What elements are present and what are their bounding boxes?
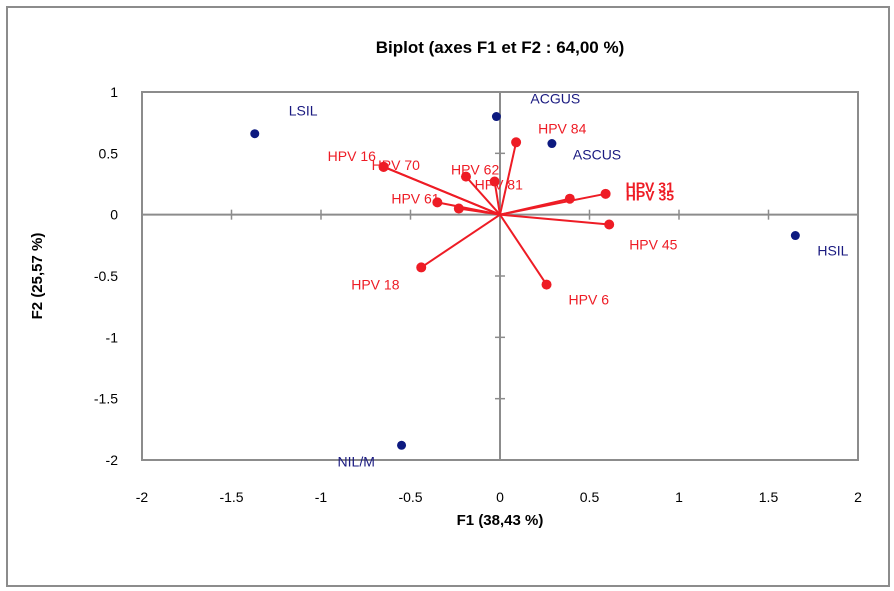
observation-label: LSIL [289, 103, 318, 119]
vector-line [420, 213, 501, 269]
variable-vector: HPV 16 [328, 148, 501, 216]
x-tick-labels: -2 -1.5 -1 -0.5 0 0.5 1 1.5 2 [136, 489, 862, 505]
vector-line [499, 142, 518, 215]
variable-label: HPV 45 [629, 236, 677, 252]
vector-line [458, 207, 501, 216]
variable-label: HPV 84 [538, 120, 586, 136]
vector-endpoint [416, 262, 427, 273]
y-tick-label: 0.5 [99, 145, 119, 161]
vector-line [383, 165, 501, 216]
x-tick-label: -1.5 [219, 489, 243, 505]
variable-label: HPV 35 [626, 188, 674, 204]
y-tick-label: 0 [110, 207, 118, 223]
variable-vector: HPV 81 [475, 176, 523, 215]
variable-vector: HPV 45 [499, 213, 678, 252]
observation-label: ASCUS [573, 147, 621, 163]
x-tick-label: -2 [136, 489, 149, 505]
x-axis-title: F1 (38,43 %) [457, 512, 544, 529]
y-tick-label: -2 [106, 452, 119, 468]
vector-line [499, 214, 548, 286]
vector-line [499, 197, 571, 216]
observation-point: LSIL [250, 103, 318, 139]
y-tick-labels: 1 0.5 0 -0.5 -1 -1.5 -2 [94, 84, 118, 468]
variable-label: HPV 6 [569, 292, 610, 308]
vector-endpoint [489, 176, 500, 187]
variable-label: HPV 81 [475, 177, 523, 193]
y-axis-title: F2 (25,57 %) [29, 233, 46, 320]
x-tick-label: 1.5 [759, 489, 779, 505]
y-tick-label: -1.5 [94, 391, 118, 407]
observation-label: NIL/M [338, 453, 375, 469]
variable-vector: HPV 6 [499, 214, 610, 308]
chart-title: Biplot (axes F1 et F2 : 64,00 %) [376, 38, 624, 57]
variable-label: HPV 62 [451, 162, 499, 178]
variable-vector [453, 203, 501, 216]
variable-vector: HPV 18 [351, 213, 501, 292]
vector-line [493, 181, 501, 215]
vector-endpoint [453, 203, 464, 214]
vector-endpoint [511, 137, 522, 148]
variable-vector: HPV 35 [499, 188, 674, 216]
variable-label: HPV 31 [626, 179, 674, 195]
vector-endpoint [432, 197, 443, 208]
chart-frame [6, 6, 890, 587]
observation-label: ACGUS [530, 91, 580, 107]
x-tick-label: -0.5 [398, 489, 422, 505]
observation-point: ACGUS [491, 91, 580, 122]
vector-endpoint [600, 188, 611, 199]
observation-marker [547, 139, 557, 149]
x-tick-label: 0 [496, 489, 504, 505]
observation-marker [491, 112, 501, 122]
variable-label: HPV 18 [351, 276, 399, 292]
vector-endpoint [604, 219, 615, 230]
variable-vector: HPV 61 [391, 190, 501, 216]
vector-line [465, 175, 501, 216]
observation-marker [397, 440, 407, 450]
observation-marker [790, 231, 800, 241]
vector-endpoint [541, 279, 552, 290]
observation-points: LSIL ACGUS ASCUS HSIL NIL/M [250, 91, 849, 469]
variable-label: HPV 61 [391, 190, 439, 206]
vector-endpoint [460, 171, 471, 182]
observation-point: NIL/M [338, 440, 407, 469]
variable-label: HPV 70 [372, 157, 420, 173]
axes [141, 91, 859, 461]
x-tick-label: 2 [854, 489, 862, 505]
vector-endpoint [378, 161, 389, 172]
x-tick-label: -1 [315, 489, 328, 505]
vector-endpoint [564, 193, 575, 204]
y-tick-label: -0.5 [94, 268, 118, 284]
observation-marker [250, 129, 260, 139]
vector-line [499, 213, 610, 226]
observation-point: ASCUS [547, 139, 621, 163]
y-tick-label: -1 [106, 329, 119, 345]
variable-vector: HPV 84 [499, 120, 587, 215]
y-tick-label: 1 [110, 84, 118, 100]
x-tick-label: 1 [675, 489, 683, 505]
observation-point: HSIL [790, 231, 849, 259]
x-tick-label: 0.5 [580, 489, 600, 505]
observation-label: HSIL [817, 243, 848, 259]
variable-vector: HPV 62 [451, 162, 501, 216]
variable-label: HPV 16 [328, 148, 376, 164]
